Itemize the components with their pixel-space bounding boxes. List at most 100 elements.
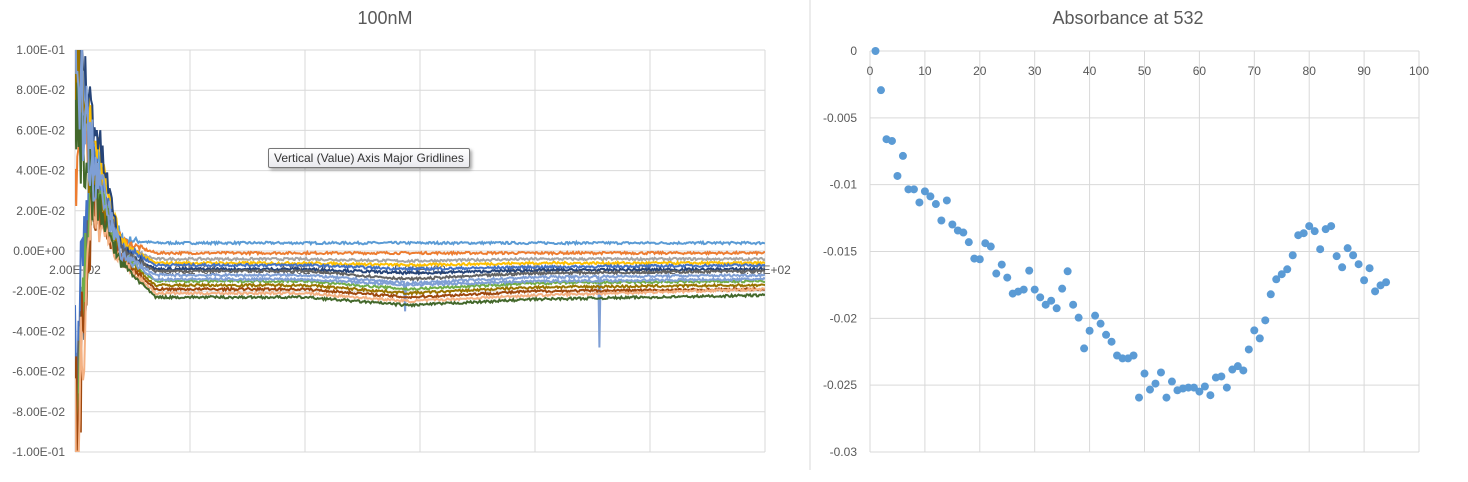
data-point [986, 242, 995, 251]
data-point [926, 192, 935, 201]
series-line-s5 [75, 142, 765, 399]
x-tick-label: 100 [1409, 64, 1429, 78]
right-gridlines [869, 50, 1420, 453]
y-tick-label: -0.015 [823, 245, 857, 259]
data-point [1074, 313, 1083, 322]
y-tick-label: 4.00E-02 [16, 164, 65, 178]
y-tick-label: 1.00E-01 [16, 43, 65, 57]
data-point [1052, 304, 1061, 313]
data-point [942, 196, 951, 205]
series-line-s7 [75, 161, 765, 452]
data-point [1102, 330, 1111, 339]
x-tick-label: 70 [1248, 64, 1262, 78]
data-point [1305, 222, 1314, 231]
data-point [948, 220, 957, 229]
data-point [909, 185, 918, 194]
x-tick-label: 90 [1357, 64, 1371, 78]
x-tick-label: 0 [867, 64, 874, 78]
data-point [1382, 278, 1391, 287]
data-point [1233, 362, 1242, 371]
data-point [904, 185, 913, 194]
data-point [1288, 251, 1297, 260]
data-point [964, 238, 973, 247]
series-line-s4 [75, 50, 765, 268]
data-point [1261, 316, 1270, 325]
y-tick-label: -6.00E-02 [12, 365, 65, 379]
data-point [1085, 326, 1094, 335]
y-tick-label: -4.00E-02 [12, 324, 65, 338]
data-point [1222, 383, 1231, 392]
data-point [975, 255, 984, 264]
right-chart-title: Absorbance at 532 [1052, 8, 1203, 28]
y-tick-label: -0.025 [823, 378, 857, 392]
y-tick-label: 6.00E-02 [16, 123, 65, 137]
data-point [1096, 319, 1105, 328]
data-point [1140, 369, 1149, 378]
series-line-s1 [75, 50, 765, 248]
x-tick-label: 30 [1028, 64, 1042, 78]
data-point [1145, 385, 1154, 394]
data-point [1244, 345, 1253, 354]
y-tick-label: 0.00E+00 [13, 244, 65, 258]
data-point [1025, 266, 1034, 275]
data-point [898, 151, 907, 160]
data-point [1354, 260, 1363, 269]
data-point [937, 216, 946, 225]
left-chart-100nm[interactable]: 100nM 1.00E-01 8.00E-02 6.00E-02 4.00E-02 2.… [12, 0, 791, 482]
series-line-s11 [75, 183, 765, 452]
data-point [1189, 383, 1198, 392]
data-point [1343, 244, 1352, 253]
data-point [1118, 354, 1127, 363]
x-tick-label: 50 [1138, 64, 1152, 78]
data-point [1129, 351, 1138, 360]
series-line-s13 [75, 82, 765, 308]
data-point [1310, 227, 1319, 236]
x-tick-label: 2.00E+02 [49, 263, 101, 277]
data-point [1151, 379, 1160, 388]
data-point [1217, 372, 1226, 381]
data-point [1239, 366, 1248, 375]
data-point [1030, 285, 1039, 294]
left-gridlines[interactable] [74, 49, 766, 453]
y-tick-label: 8.00E-02 [16, 83, 65, 97]
right-chart-absorbance[interactable]: Absorbance at 532 0 -0.005 -0.01 -0.015 -0.0… [823, 8, 1429, 459]
data-point [1167, 377, 1176, 386]
data-point [1069, 300, 1078, 309]
data-point [1195, 387, 1204, 396]
data-point [1162, 393, 1171, 402]
right-y-tick-labels: 0 -0.005 -0.01 -0.015 -0.02 -0.025 -0.03 [823, 44, 857, 459]
data-point [1047, 296, 1056, 305]
series-line-s2 [75, 113, 765, 257]
data-point [1299, 229, 1308, 238]
right-x-tick-labels: 0 10 20 30 40 50 60 70 80 90 100 [867, 64, 1430, 78]
y-tick-label: -0.03 [830, 445, 858, 459]
data-point [1349, 251, 1358, 260]
series-line-s3 [75, 179, 765, 430]
data-point [1272, 275, 1281, 284]
data-point [920, 187, 929, 196]
data-point [1135, 393, 1144, 402]
data-point [887, 136, 896, 145]
data-point [1371, 287, 1380, 296]
data-point [1041, 300, 1050, 309]
data-point [1255, 334, 1264, 343]
data-point [992, 269, 1001, 278]
data-point [1360, 276, 1369, 285]
data-point [1003, 273, 1012, 282]
data-point [1250, 326, 1259, 335]
data-point [1091, 311, 1100, 320]
data-point [997, 260, 1006, 269]
y-tick-label: -0.005 [823, 111, 857, 125]
series-line-s10 [75, 50, 765, 296]
data-point [1156, 368, 1165, 377]
data-point [1365, 264, 1374, 273]
data-point [1184, 383, 1193, 392]
data-point [1332, 252, 1341, 261]
right-scatter-points [871, 47, 1391, 402]
x-tick-label: 60 [1193, 64, 1207, 78]
gridlines-tooltip: Vertical (Value) Axis Major Gridlines [268, 148, 470, 168]
data-point [1107, 337, 1116, 346]
y-tick-label: 0 [850, 44, 857, 58]
left-chart-title: 100nM [357, 8, 412, 28]
